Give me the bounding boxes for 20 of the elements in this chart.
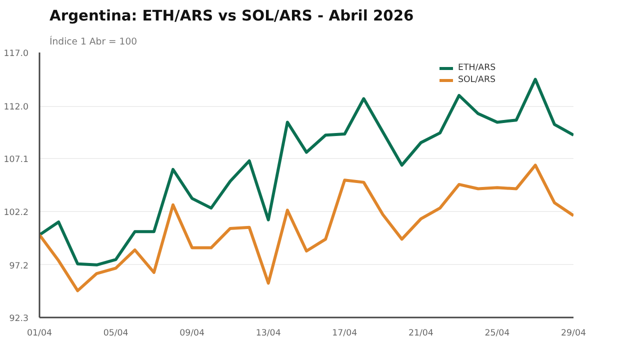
y-tick-label: 102.2 [4,208,28,218]
y-tick-label: 117.0 [4,49,28,59]
line-series [40,78,574,266]
chart-title: Argentina: ETH/ARS vs SOL/ARS - Abril 2026 [50,8,414,24]
x-tick-label: 21/04 [408,328,434,338]
y-tick-label: 107.1 [4,155,28,166]
x-tick-label: 25/04 [484,328,510,338]
legend-label: SOL/ARS [458,75,496,85]
x-tick-label: 13/04 [256,328,282,338]
x-tick-label: 29/04 [561,328,586,338]
x-tick-label: 05/04 [103,328,129,338]
y-tick-label: 92.3 [9,314,29,324]
x-tick-label: 01/04 [27,328,52,338]
y-tick-label: 112.0 [4,102,28,113]
y-tick-label: 97.2 [9,261,29,272]
x-tick-label: 17/04 [332,328,358,338]
chart-subtitle: Índice 1 Abr = 100 [50,36,138,48]
line-series [40,164,574,292]
legend-label: ETH/ARS [458,63,496,73]
x-tick-label: 09/04 [180,328,206,338]
